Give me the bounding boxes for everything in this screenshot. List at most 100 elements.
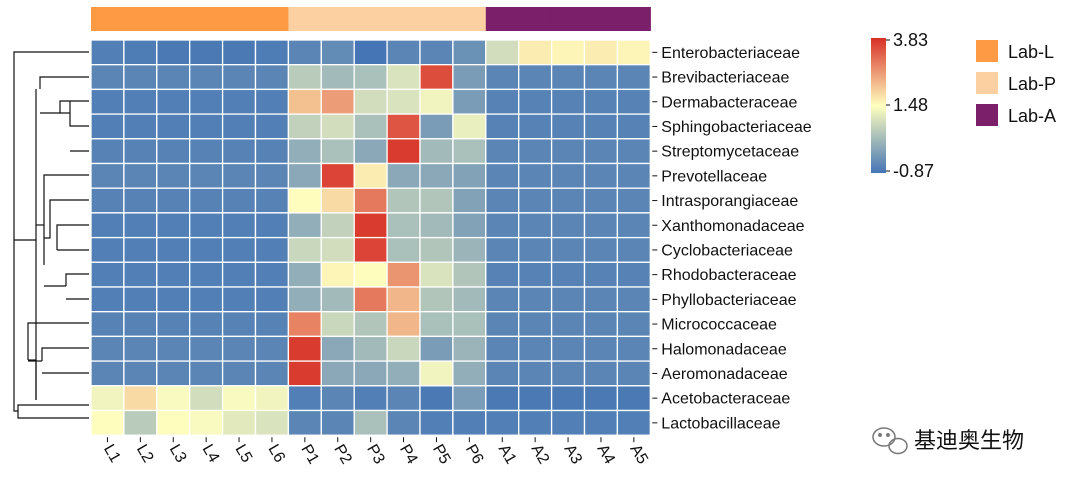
group-bar-segment bbox=[255, 7, 289, 31]
heatmap-cell bbox=[485, 236, 520, 263]
group-legend: Lab-L Lab-P Lab-A bbox=[976, 40, 1056, 126]
heatmap-cell bbox=[353, 385, 388, 412]
column-label: L3 bbox=[166, 442, 190, 466]
heatmap-cell bbox=[518, 335, 553, 362]
heatmap-cell bbox=[518, 64, 553, 91]
colorbar-max-label: 3.83 bbox=[893, 30, 928, 50]
heatmap-cell bbox=[156, 138, 191, 165]
heatmap-cell bbox=[583, 39, 619, 66]
heatmap-cell bbox=[123, 385, 158, 412]
heatmap-cell bbox=[386, 385, 421, 412]
column-labels: L1 L2 L3 L4 L5 L6 P1 P2 P3 P4 P5 P6 A1 A2 A3 A4 A5 bbox=[100, 437, 651, 467]
heatmap-cell bbox=[320, 212, 355, 239]
heatmap-cell bbox=[419, 187, 454, 214]
heatmap-cell bbox=[616, 113, 651, 140]
heatmap-cell bbox=[90, 212, 125, 239]
heatmap-cell bbox=[452, 113, 487, 140]
heatmap-cell bbox=[320, 385, 355, 412]
heatmap-cell bbox=[616, 261, 651, 288]
colorbar bbox=[871, 38, 886, 173]
heatmap-cell bbox=[90, 360, 125, 387]
heatmap-cell bbox=[90, 187, 125, 214]
heatmap-cell bbox=[90, 64, 125, 91]
heatmap-cell bbox=[123, 409, 158, 436]
heatmap-cell bbox=[90, 88, 125, 115]
group-bar-segment bbox=[288, 7, 322, 31]
heatmap-cell bbox=[616, 162, 651, 189]
heatmap-cell bbox=[320, 311, 355, 338]
heatmap-cell bbox=[386, 113, 421, 140]
heatmap-cell bbox=[189, 311, 224, 338]
heatmap-cell bbox=[386, 212, 421, 239]
heatmap-cell bbox=[485, 409, 520, 436]
heatmap-cell bbox=[452, 88, 487, 115]
heatmap-cell bbox=[550, 39, 586, 66]
heatmap-cell bbox=[287, 187, 322, 214]
legend-label-lab-a: Lab-A bbox=[1008, 106, 1056, 126]
heatmap-cell bbox=[518, 39, 553, 66]
heatmap-cell bbox=[452, 311, 487, 338]
heatmap-cell bbox=[583, 88, 619, 115]
heatmap-cell bbox=[518, 261, 553, 288]
heatmap-cell bbox=[386, 138, 421, 165]
row-label: Aeromonadaceae bbox=[661, 366, 787, 383]
heatmap-cell bbox=[518, 162, 553, 189]
heatmap-cell bbox=[386, 311, 421, 338]
row-label: Xanthomonadaceae bbox=[661, 218, 804, 235]
heatmap-cell bbox=[254, 187, 290, 214]
column-label: L4 bbox=[199, 442, 223, 466]
row-dendrogram bbox=[13, 51, 89, 419]
heatmap-cell bbox=[452, 360, 487, 387]
heatmap-cell bbox=[550, 64, 586, 91]
column-label: P4 bbox=[396, 442, 421, 468]
heatmap-cell bbox=[419, 360, 454, 387]
colorbar-mid-label: 1.48 bbox=[893, 95, 928, 115]
heatmap-cell bbox=[419, 212, 454, 239]
heatmap-cell bbox=[123, 39, 158, 66]
heatmap-cell bbox=[189, 212, 224, 239]
group-bar-segment bbox=[321, 7, 355, 31]
heatmap-cell bbox=[221, 64, 257, 91]
heatmap-cell bbox=[583, 138, 619, 165]
heatmap-cell bbox=[189, 138, 224, 165]
heatmap-cell bbox=[583, 113, 619, 140]
heatmap-cell bbox=[156, 360, 191, 387]
heatmap-cell bbox=[221, 261, 257, 288]
heatmap-cell bbox=[123, 212, 158, 239]
heatmap-cell bbox=[386, 88, 421, 115]
heatmap-cell bbox=[156, 261, 191, 288]
heatmap-cell bbox=[90, 311, 125, 338]
heatmap-cell bbox=[550, 88, 586, 115]
heatmap-cell bbox=[419, 162, 454, 189]
heatmap-cell bbox=[616, 409, 651, 436]
legend-label-lab-l: Lab-L bbox=[1008, 42, 1054, 62]
heatmap-cell bbox=[518, 212, 553, 239]
heatmap-cell bbox=[221, 236, 257, 263]
heatmap-cell bbox=[156, 212, 191, 239]
heatmap-cell bbox=[616, 39, 651, 66]
column-label: P6 bbox=[462, 442, 487, 468]
row-label: Cyclobacteriaceae bbox=[661, 242, 793, 259]
heatmap-cell bbox=[90, 39, 125, 66]
heatmap-cell bbox=[221, 360, 257, 387]
heatmap-cell bbox=[419, 88, 454, 115]
heatmap-cell bbox=[616, 187, 651, 214]
heatmap-cell bbox=[90, 385, 125, 412]
heatmap-cell bbox=[485, 138, 520, 165]
heatmap-cell bbox=[419, 39, 454, 66]
heatmap-cell bbox=[616, 335, 651, 362]
heatmap-cell bbox=[550, 311, 586, 338]
column-label: L2 bbox=[133, 442, 157, 466]
heatmap-cell bbox=[287, 113, 322, 140]
heatmap-cell bbox=[287, 311, 322, 338]
heatmap-cell bbox=[353, 88, 388, 115]
group-bar-segment bbox=[354, 7, 388, 31]
heatmap-cell bbox=[254, 311, 290, 338]
row-label: Dermabacteraceae bbox=[661, 94, 797, 111]
heatmap-cell bbox=[90, 236, 125, 263]
heatmap-cell bbox=[518, 286, 553, 313]
heatmap-cell bbox=[386, 360, 421, 387]
group-bar-segment bbox=[123, 7, 158, 31]
heatmap-cell bbox=[485, 335, 520, 362]
heatmap-cell bbox=[518, 311, 553, 338]
